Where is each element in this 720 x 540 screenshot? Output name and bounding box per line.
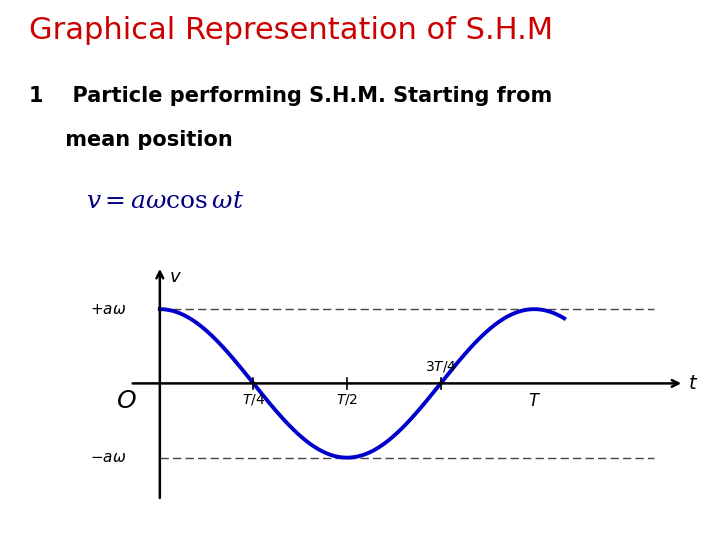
Text: $T/2$: $T/2$	[336, 392, 358, 407]
Text: $T$: $T$	[528, 392, 541, 410]
Text: $3T/4$: $3T/4$	[425, 360, 456, 375]
Text: $+a\omega$: $+a\omega$	[90, 302, 126, 316]
Text: $-a\omega$: $-a\omega$	[90, 450, 126, 465]
Text: $T/4$: $T/4$	[242, 392, 265, 407]
Text: Graphical Representation of S.H.M: Graphical Representation of S.H.M	[29, 16, 553, 45]
Text: 1    Particle performing S.H.M. Starting from: 1 Particle performing S.H.M. Starting fr…	[29, 86, 552, 106]
Text: mean position: mean position	[29, 130, 233, 150]
Text: $v = a\omega\cos\omega t$: $v = a\omega\cos\omega t$	[86, 189, 245, 213]
Text: $O$: $O$	[116, 389, 137, 413]
Text: $v$: $v$	[169, 268, 182, 286]
Text: $t$: $t$	[688, 374, 698, 393]
